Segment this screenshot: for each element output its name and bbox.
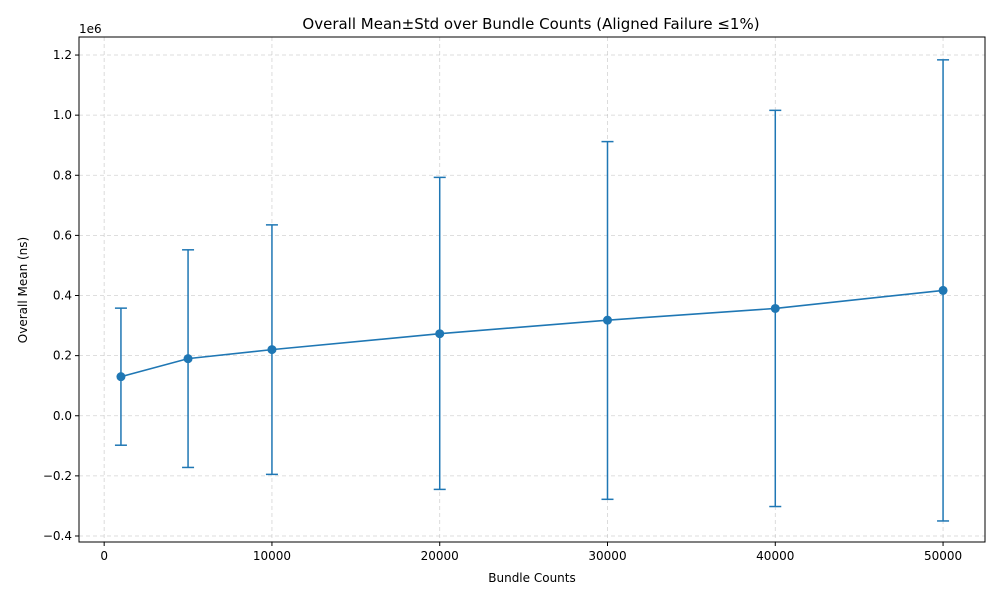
x-tick-label: 40000 [756, 549, 794, 563]
data-point [603, 315, 612, 325]
y-tick-label: 0.2 [53, 349, 72, 363]
x-tick-label: 30000 [588, 549, 626, 563]
y-axis-ticks: −0.4 −0.2 0.0 0.2 0.4 0.6 0.8 1.0 1.2 [43, 48, 79, 543]
x-tick-label: 0 [100, 549, 108, 563]
plot-frame [78, 36, 986, 543]
x-axis-label: Bundle Counts [488, 571, 575, 585]
chart-title: Overall Mean±Std over Bundle Counts (Ali… [302, 15, 759, 33]
y-tick-label: 1.2 [53, 48, 72, 62]
data-point [116, 372, 126, 382]
data-point [183, 354, 193, 364]
y-axis-label: Overall Mean (ns) [16, 237, 30, 343]
y-tick-label: 0.8 [53, 168, 72, 182]
x-axis-ticks: 0 10000 20000 30000 40000 50000 [100, 542, 962, 563]
y-tick-label: −0.4 [43, 529, 72, 543]
data-point [435, 329, 445, 339]
data-point [938, 285, 948, 295]
y-tick-label: 0.6 [53, 228, 72, 242]
data-point [267, 345, 277, 355]
y-tick-label: −0.2 [43, 469, 72, 483]
series-line [120, 289, 944, 378]
y-tick-label: 0.4 [53, 289, 72, 303]
x-tick-label: 50000 [924, 549, 962, 563]
grid [79, 37, 985, 542]
data-points [116, 285, 948, 382]
y-tick-label: 0.0 [53, 409, 72, 423]
x-tick-label: 10000 [253, 549, 291, 563]
x-tick-label: 20000 [421, 549, 459, 563]
error-bars [114, 59, 950, 522]
y-tick-label: 1.0 [53, 108, 72, 122]
y-offset-label: 1e6 [79, 22, 102, 36]
data-point [770, 303, 780, 313]
